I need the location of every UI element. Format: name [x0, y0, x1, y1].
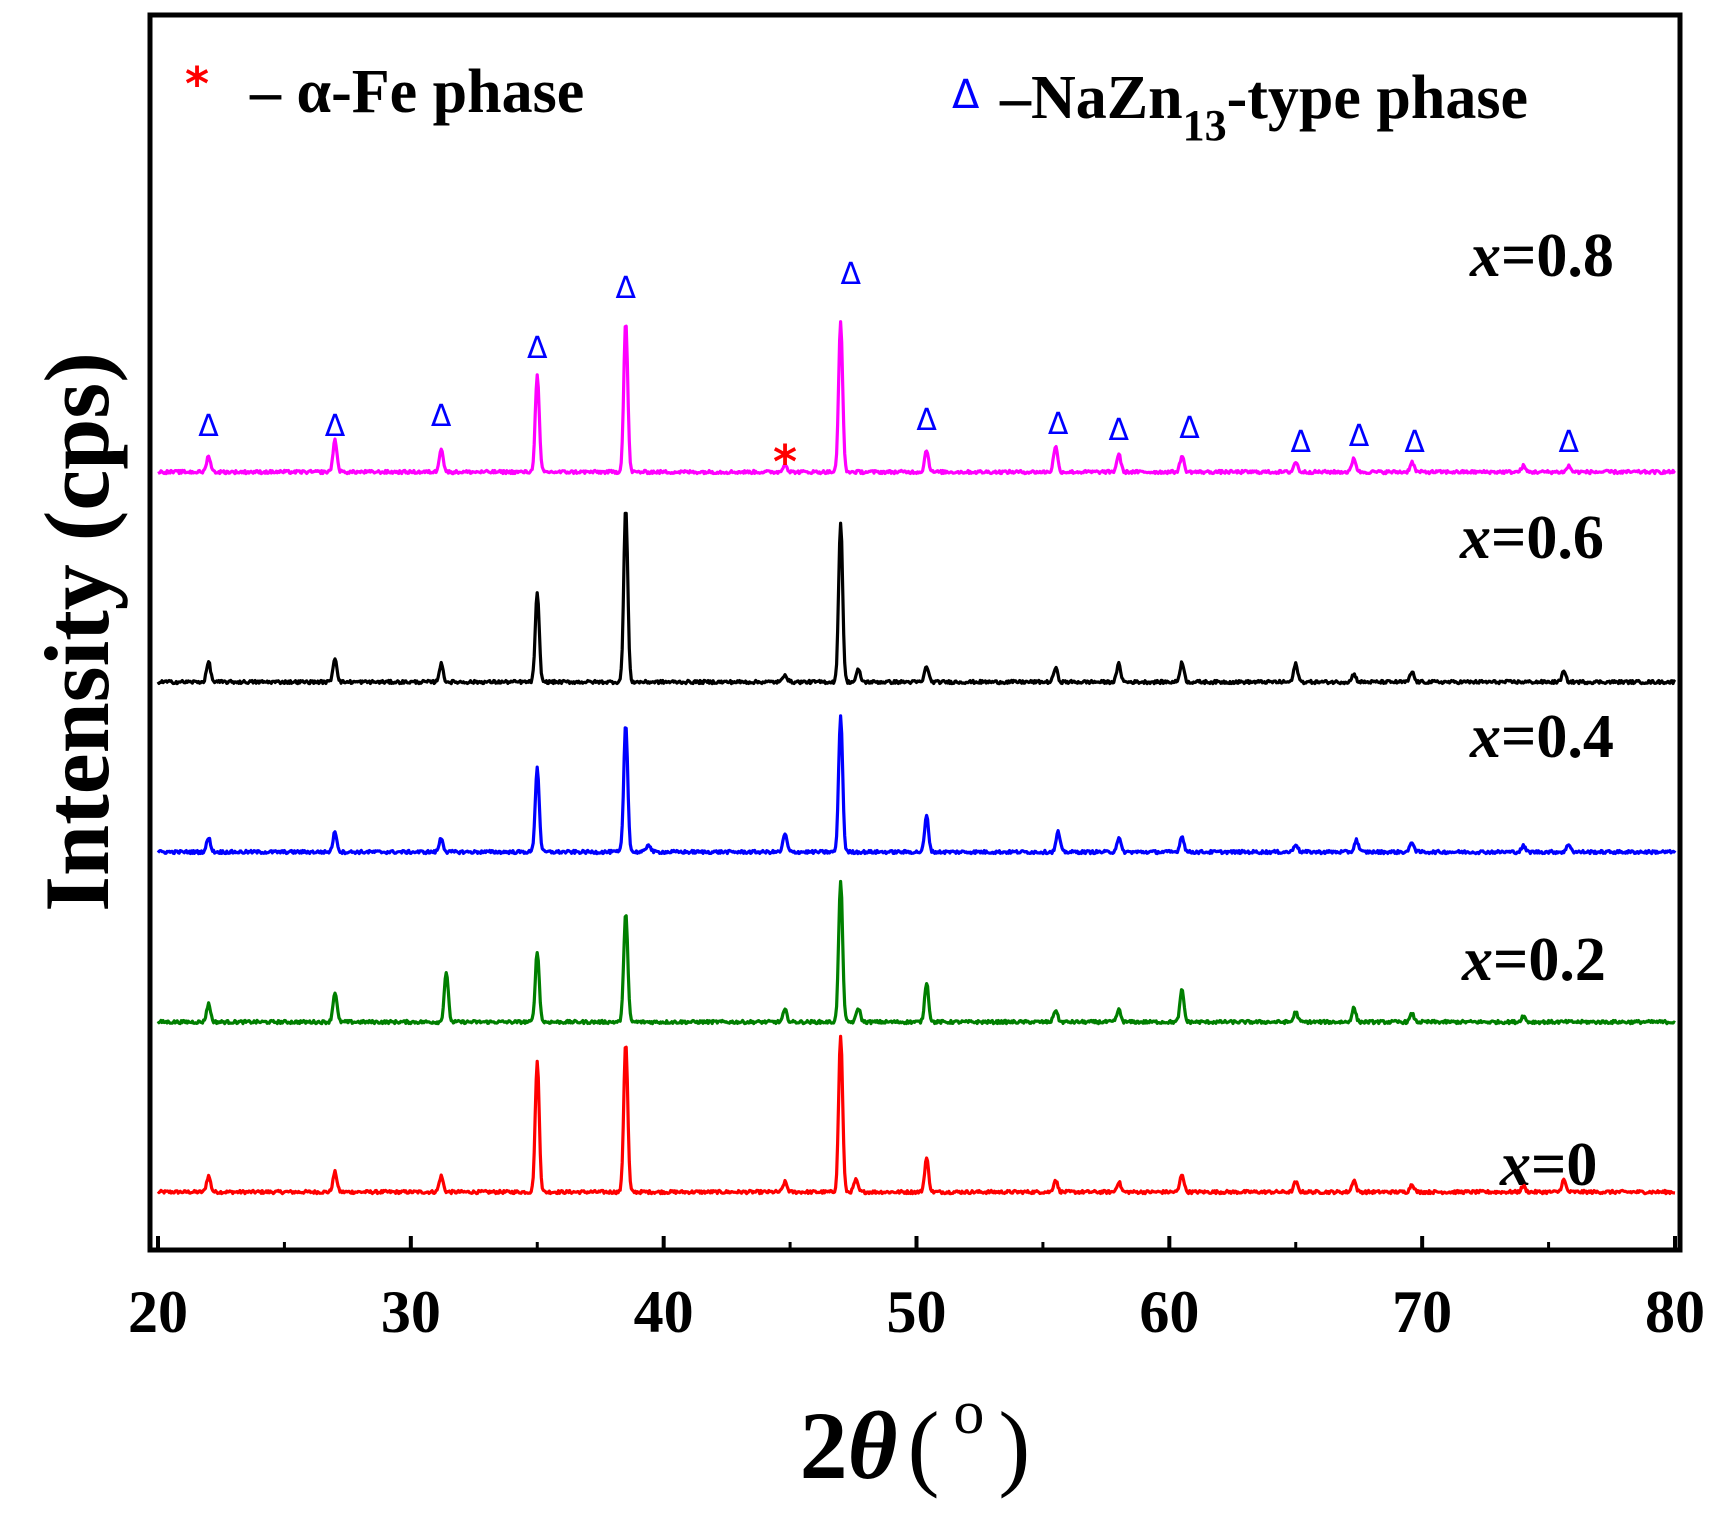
x-tick-label-40: 40	[634, 1279, 694, 1345]
nazn13-marker-6: Δ	[840, 257, 861, 292]
nazn13-marker-2: Δ	[431, 399, 452, 434]
plot-frame	[147, 12, 1683, 1253]
x-tick-label-80: 80	[1645, 1279, 1705, 1345]
x-tick-label-30: 30	[381, 1279, 441, 1345]
y-axis-title: Intensity (cps)	[26, 352, 128, 912]
nazn13-marker-11: Δ	[1291, 425, 1312, 460]
series-label-x-0.8: x=0.8	[1469, 222, 1614, 290]
series-line-x-0.2	[156, 879, 1676, 1026]
nazn13-marker-9: Δ	[1109, 413, 1130, 448]
legend-alpha-fe-symbol: *	[185, 57, 209, 111]
series-label-x-0: x=0	[1499, 1131, 1597, 1199]
x-axis-title: 2θ(o)	[800, 1379, 1031, 1499]
series-lines	[156, 320, 1677, 1196]
alpha-fe-marker-5: *	[773, 435, 797, 489]
series-labels: x=0 x=0.2 x=0.4 x=0.6 x=0.8	[1459, 222, 1614, 1199]
x-axis-ticks: 20 30 40 50 60 70 80	[128, 1236, 1705, 1345]
series-label-x-0.4: x=0.4	[1469, 703, 1614, 771]
nazn13-marker-1: Δ	[325, 409, 346, 444]
legend-nazn13-label: –NaZn13-type phase	[999, 64, 1528, 150]
nazn13-marker-7: Δ	[916, 403, 937, 438]
series-line-x-0.8	[157, 320, 1676, 476]
series-line-x-0	[156, 1034, 1676, 1196]
nazn13-marker-13: Δ	[1404, 425, 1425, 460]
series-line-x-0.4	[156, 714, 1677, 856]
nazn13-marker-3: Δ	[527, 331, 548, 366]
nazn13-marker-8: Δ	[1048, 407, 1069, 442]
x-tick-label-70: 70	[1392, 1279, 1452, 1345]
x-tick-label-50: 50	[887, 1279, 947, 1345]
legend-nazn13-symbol: Δ	[952, 72, 980, 118]
series-label-x-0.2: x=0.2	[1461, 926, 1606, 994]
legend-alpha-fe-label: – α-Fe phase	[249, 58, 584, 126]
nazn13-marker-14: Δ	[1559, 425, 1580, 460]
x-tick-label-60: 60	[1139, 1279, 1199, 1345]
nazn13-marker-4: Δ	[615, 271, 636, 306]
nazn13-marker-12: Δ	[1349, 419, 1370, 454]
series-line-x-0.6	[156, 511, 1677, 686]
peak-markers: Δ Δ ΔΔΔ*ΔΔ Δ Δ Δ Δ Δ Δ Δ	[198, 257, 1579, 489]
nazn13-marker-0: Δ	[198, 409, 219, 444]
nazn13-marker-10: Δ	[1179, 411, 1200, 446]
series-label-x-0.6: x=0.6	[1459, 504, 1604, 572]
legend: * – α-Fe phase Δ –NaZn13-type phase	[185, 57, 1528, 150]
x-tick-label-20: 20	[128, 1279, 188, 1345]
